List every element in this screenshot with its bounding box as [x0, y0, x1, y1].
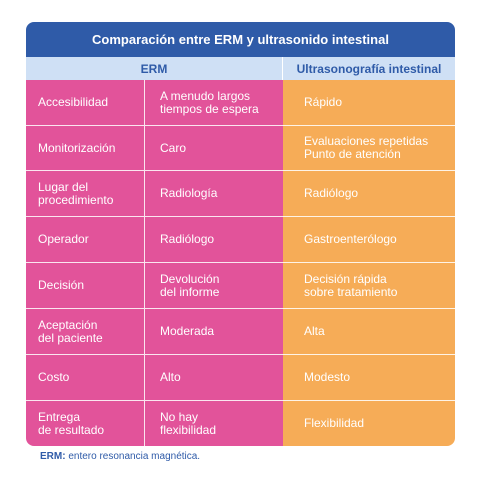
erm-cell: No hay flexibilidad [144, 401, 283, 446]
table-row: Lugar del procedimiento Radiología Radió… [26, 171, 455, 216]
row-divider [26, 308, 455, 309]
row-label: Operador [38, 232, 89, 246]
row-label: Entrega de resultado [38, 409, 105, 437]
ultrasound-cell: Gastroenterólogo [304, 232, 397, 246]
table-row: Monitorización Caro Evaluaciones repetid… [26, 126, 455, 170]
row-divider [26, 170, 455, 171]
row-label: Costo [38, 370, 70, 384]
table-row: Decisión Devolución del informe Decisión… [26, 263, 455, 308]
ultrasound-cell: Alta [304, 324, 325, 338]
comparison-table: Comparación entre ERM y ultrasonido inte… [26, 22, 455, 446]
ultrasound-cell: Decisión rápida sobre tratamiento [304, 271, 398, 299]
table-title: Comparación entre ERM y ultrasonido inte… [26, 22, 455, 57]
erm-cell: Devolución del informe [144, 263, 283, 308]
ultrasound-cell: Modesto [304, 370, 351, 384]
erm-cell: Moderada [144, 309, 283, 354]
table-row: Aceptación del paciente Moderada Alta [26, 309, 455, 354]
ultrasound-cell: Rápido [304, 95, 343, 109]
row-divider [26, 400, 455, 401]
footnote-abbreviation: ERM: [40, 451, 66, 462]
row-divider [26, 216, 455, 217]
table-row: Entrega de resultado No hay flexibilidad… [26, 401, 455, 446]
row-label: Monitorización [38, 140, 116, 155]
ultrasound-cell: Evaluaciones repetidas Punto de atención [304, 134, 429, 161]
column-header-erm: ERM [26, 57, 283, 80]
footnote: ERM: entero resonancia magnética. [40, 451, 200, 462]
erm-cell: A menudo largos tiempos de espera [144, 80, 283, 125]
footnote-text: entero resonancia magnética. [65, 451, 201, 462]
table-row: Operador Radiólogo Gastroenterólogo [26, 217, 455, 262]
column-header-ultrasound: Ultrasonografía intestinal [283, 57, 455, 80]
table-row: Costo Alto Modesto [26, 355, 455, 400]
erm-background [26, 80, 283, 446]
erm-cell: Alto [144, 355, 283, 400]
row-label: Decisión [38, 278, 85, 292]
erm-cell: Radiología [144, 171, 283, 216]
ultrasound-cell: Flexibilidad [304, 416, 365, 430]
row-label: Aceptación del paciente [38, 317, 103, 345]
row-divider [26, 125, 455, 126]
row-label: Accesibilidad [38, 95, 109, 109]
table-row: Accesibilidad A menudo largos tiempos de… [26, 80, 455, 125]
table-body: Accesibilidad A menudo largos tiempos de… [26, 80, 455, 446]
row-divider [26, 262, 455, 263]
ultrasound-cell: Radiólogo [304, 186, 359, 200]
erm-cell: Radiólogo [144, 217, 283, 262]
ultrasound-background [283, 80, 455, 446]
row-label: Lugar del procedimiento [38, 179, 114, 207]
erm-cell: Caro [144, 126, 283, 170]
row-divider [26, 354, 455, 355]
